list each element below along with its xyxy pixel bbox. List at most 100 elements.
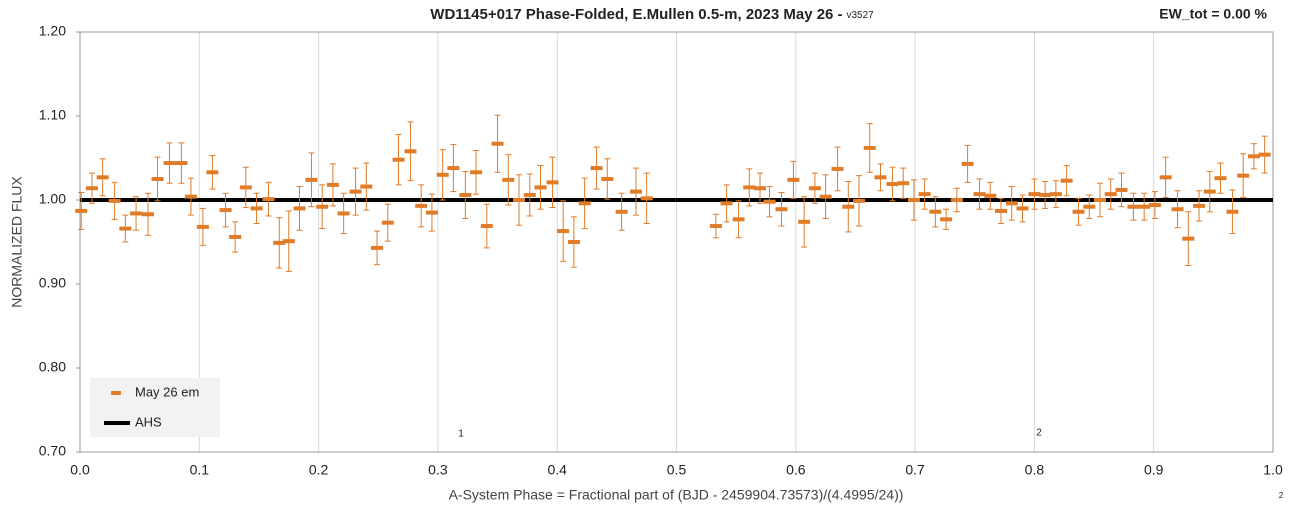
marker [886, 182, 899, 187]
marker [1203, 189, 1216, 194]
marker [775, 207, 788, 212]
marker [918, 192, 931, 197]
marker [1159, 175, 1172, 180]
marker [567, 240, 580, 244]
marker [381, 220, 394, 225]
legend-label: May 26 em [135, 384, 199, 399]
y-tick-label: 1.20 [39, 23, 66, 39]
marker [262, 197, 275, 202]
marker [994, 208, 1007, 213]
marker [470, 170, 483, 175]
marker [1039, 192, 1052, 197]
x-tick-label: 0.7 [905, 462, 925, 478]
marker [523, 192, 536, 197]
y-tick-label: 0.90 [39, 275, 66, 291]
marker [1094, 198, 1107, 202]
annotation: 2 [1036, 428, 1042, 439]
marker [206, 170, 219, 175]
marker [732, 217, 745, 222]
marker [1171, 207, 1184, 212]
x-tick-label: 0.2 [309, 462, 329, 478]
marker [337, 211, 350, 216]
marker [1138, 204, 1151, 209]
x-axis-title: A-System Phase = Fractional part of (BJD… [449, 487, 904, 503]
marker [1182, 236, 1195, 241]
y-tick-label: 0.80 [39, 359, 66, 375]
marker [590, 166, 603, 171]
chart-title: WD1145+017 Phase-Folded, E.Mullen 0.5-m,… [430, 6, 874, 23]
marker [130, 211, 143, 216]
marker [415, 203, 428, 208]
annotation: 2 [1279, 491, 1284, 500]
x-tick-label: 0.5 [667, 462, 687, 478]
marker [491, 141, 504, 146]
ew-label: EW_tot = 0.00 % [1159, 6, 1267, 22]
marker [316, 204, 329, 209]
marker [1127, 204, 1140, 209]
marker [743, 185, 756, 190]
marker [1237, 173, 1250, 178]
marker [640, 196, 653, 201]
marker [615, 209, 628, 214]
annotation: 1 [458, 429, 464, 440]
marker [950, 198, 963, 202]
marker [578, 201, 591, 206]
y-tick-label: 0.70 [39, 443, 66, 459]
marker [1115, 187, 1128, 192]
marker [108, 198, 121, 203]
marker [897, 181, 910, 186]
marker [282, 239, 295, 244]
marker [1148, 203, 1161, 208]
marker [184, 194, 197, 199]
marker [1005, 201, 1018, 206]
title-version: v3527 [846, 10, 874, 21]
x-tick-label: 0.3 [428, 462, 448, 478]
marker [425, 210, 438, 215]
marker [326, 182, 339, 187]
marker [557, 229, 570, 234]
marker [502, 177, 515, 182]
marker [239, 185, 252, 190]
marker [907, 198, 920, 202]
marker [720, 201, 733, 206]
marker [75, 208, 88, 213]
marker [961, 161, 974, 166]
marker [798, 219, 811, 224]
marker [447, 166, 460, 171]
marker [293, 206, 306, 211]
y-tick-label: 1.10 [39, 107, 66, 123]
marker [349, 189, 362, 194]
marker [371, 245, 384, 250]
x-tick-label: 0.6 [786, 462, 806, 478]
marker [534, 185, 547, 190]
marker [709, 224, 722, 229]
title-main: WD1145+017 Phase-Folded, E.Mullen 0.5-m,… [430, 6, 842, 23]
marker [629, 189, 642, 194]
marker [929, 209, 942, 214]
legend-label: AHS [135, 414, 162, 429]
marker [984, 193, 997, 198]
x-tick-label: 1.0 [1263, 462, 1283, 478]
marker [436, 172, 449, 177]
marker [808, 186, 821, 191]
marker [819, 194, 832, 199]
marker [1072, 209, 1085, 214]
marker [863, 145, 876, 150]
marker [229, 234, 242, 239]
marker [273, 240, 286, 245]
marker [459, 192, 472, 197]
marker [480, 224, 493, 229]
marker [601, 177, 614, 181]
marker [1104, 192, 1117, 197]
marker [305, 177, 318, 182]
marker [96, 175, 109, 180]
x-tick-label: 0.8 [1025, 462, 1045, 478]
marker [940, 217, 953, 222]
plot-frame [79, 31, 1274, 453]
marker [196, 224, 209, 229]
marker [1193, 203, 1206, 208]
marker [219, 208, 232, 213]
marker [119, 226, 132, 231]
marker [360, 184, 373, 189]
